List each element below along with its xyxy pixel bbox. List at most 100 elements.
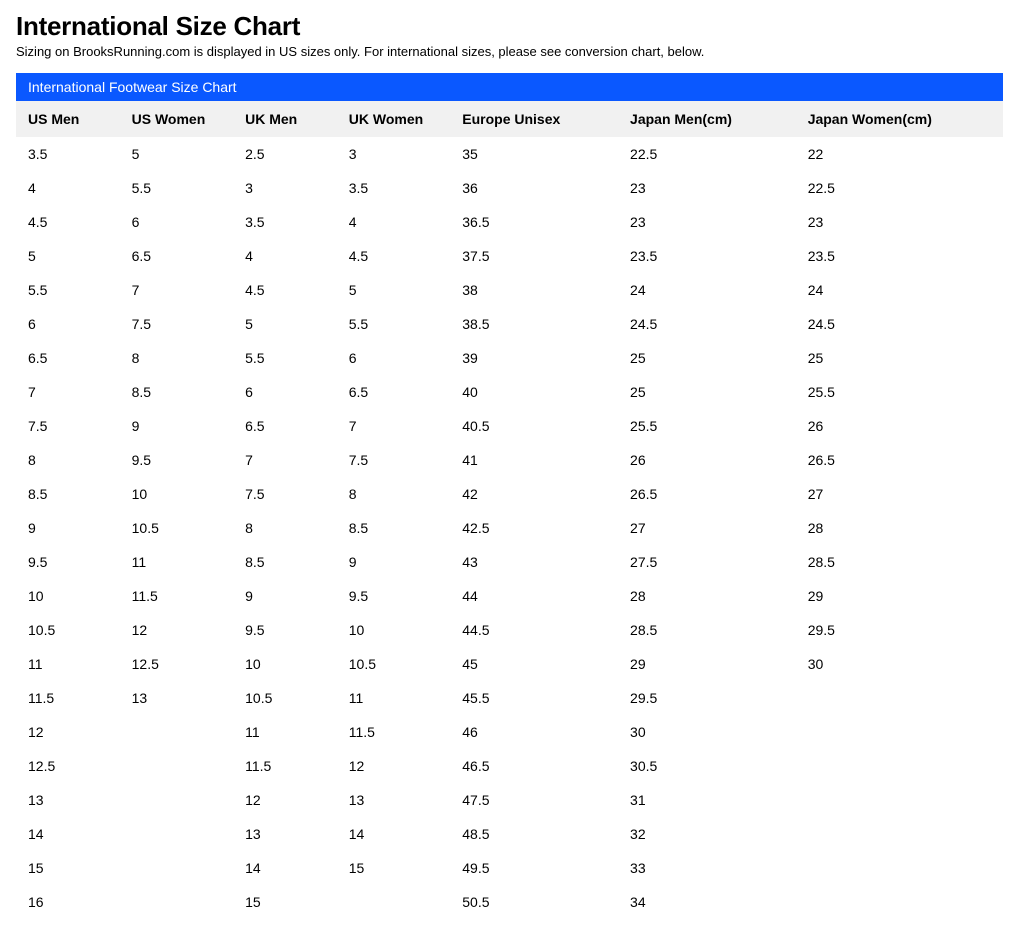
table-cell (796, 783, 1003, 817)
table-cell: 37.5 (450, 239, 618, 273)
table-cell (120, 817, 234, 851)
table-cell: 6 (120, 205, 234, 239)
table-cell: 15 (337, 851, 451, 885)
table-cell: 25.5 (796, 375, 1003, 409)
table-cell: 28 (796, 511, 1003, 545)
table-row: 4.563.5436.52323 (16, 205, 1003, 239)
table-cell: 29.5 (618, 681, 796, 715)
table-cell: 24.5 (618, 307, 796, 341)
table-cell: 12.5 (16, 749, 120, 783)
table-cell: 30.5 (618, 749, 796, 783)
table-cell: 10 (337, 613, 451, 647)
table-cell: 22 (796, 137, 1003, 171)
size-chart-table: US MenUS WomenUK MenUK WomenEurope Unise… (16, 101, 1003, 919)
table-cell: 25 (618, 341, 796, 375)
column-header: UK Women (337, 101, 451, 137)
table-row: 89.577.5412626.5 (16, 443, 1003, 477)
table-cell: 6.5 (16, 341, 120, 375)
table-cell: 13 (120, 681, 234, 715)
table-row: 67.555.538.524.524.5 (16, 307, 1003, 341)
table-cell: 6 (16, 307, 120, 341)
table-cell: 44.5 (450, 613, 618, 647)
table-cell: 10.5 (337, 647, 451, 681)
table-cell (120, 885, 234, 919)
table-cell: 12.5 (120, 647, 234, 681)
table-row: 8.5107.584226.527 (16, 477, 1003, 511)
table-cell: 28 (618, 579, 796, 613)
table-cell: 9.5 (16, 545, 120, 579)
table-cell (796, 681, 1003, 715)
table-cell: 8 (233, 511, 337, 545)
table-cell: 9 (120, 409, 234, 443)
table-cell: 15 (16, 851, 120, 885)
table-cell: 34 (618, 885, 796, 919)
table-cell: 42 (450, 477, 618, 511)
table-cell: 8.5 (16, 477, 120, 511)
table-cell: 36 (450, 171, 618, 205)
table-cell: 12 (16, 715, 120, 749)
table-cell (796, 715, 1003, 749)
table-cell: 7.5 (16, 409, 120, 443)
table-cell: 46 (450, 715, 618, 749)
table-cell: 22.5 (796, 171, 1003, 205)
table-cell: 3.5 (337, 171, 451, 205)
table-cell: 30 (618, 715, 796, 749)
table-cell: 7 (233, 443, 337, 477)
table-cell: 29 (618, 647, 796, 681)
table-cell: 23 (618, 205, 796, 239)
table-cell: 3.5 (233, 205, 337, 239)
table-cell: 28.5 (796, 545, 1003, 579)
table-cell: 42.5 (450, 511, 618, 545)
table-cell: 38 (450, 273, 618, 307)
table-row: 45.533.5362322.5 (16, 171, 1003, 205)
table-row: 56.544.537.523.523.5 (16, 239, 1003, 273)
table-row: 9.5118.594327.528.5 (16, 545, 1003, 579)
table-cell: 8.5 (337, 511, 451, 545)
column-header: UK Men (233, 101, 337, 137)
table-row: 15141549.533 (16, 851, 1003, 885)
table-cell (120, 851, 234, 885)
table-cell: 10.5 (120, 511, 234, 545)
table-cell: 47.5 (450, 783, 618, 817)
table-banner: International Footwear Size Chart (16, 73, 1003, 101)
table-cell (796, 851, 1003, 885)
table-cell: 6.5 (120, 239, 234, 273)
table-row: 910.588.542.52728 (16, 511, 1003, 545)
table-row: 1112.51010.5452930 (16, 647, 1003, 681)
table-cell: 44 (450, 579, 618, 613)
table-cell: 27.5 (618, 545, 796, 579)
table-cell: 26 (796, 409, 1003, 443)
table-cell: 23.5 (618, 239, 796, 273)
table-row: 6.585.56392525 (16, 341, 1003, 375)
table-row: 14131448.532 (16, 817, 1003, 851)
table-cell: 46.5 (450, 749, 618, 783)
table-cell: 9.5 (120, 443, 234, 477)
table-cell: 22.5 (618, 137, 796, 171)
table-cell: 11.5 (120, 579, 234, 613)
table-cell: 2.5 (233, 137, 337, 171)
table-cell: 10.5 (233, 681, 337, 715)
table-cell: 29.5 (796, 613, 1003, 647)
table-cell (796, 817, 1003, 851)
table-row: 13121347.531 (16, 783, 1003, 817)
table-cell: 31 (618, 783, 796, 817)
table-cell: 3.5 (16, 137, 120, 171)
table-cell (120, 715, 234, 749)
table-cell: 14 (337, 817, 451, 851)
table-cell: 30 (796, 647, 1003, 681)
table-cell: 32 (618, 817, 796, 851)
table-cell: 6 (337, 341, 451, 375)
table-cell: 13 (16, 783, 120, 817)
table-cell: 33 (618, 851, 796, 885)
table-row: 1011.599.5442829 (16, 579, 1003, 613)
table-cell: 9.5 (337, 579, 451, 613)
table-cell: 26.5 (618, 477, 796, 511)
table-cell: 5.5 (16, 273, 120, 307)
table-cell (796, 749, 1003, 783)
table-cell: 10 (120, 477, 234, 511)
table-cell: 29 (796, 579, 1003, 613)
table-cell: 9 (16, 511, 120, 545)
table-cell: 48.5 (450, 817, 618, 851)
column-header: Japan Women(cm) (796, 101, 1003, 137)
table-cell: 16 (16, 885, 120, 919)
